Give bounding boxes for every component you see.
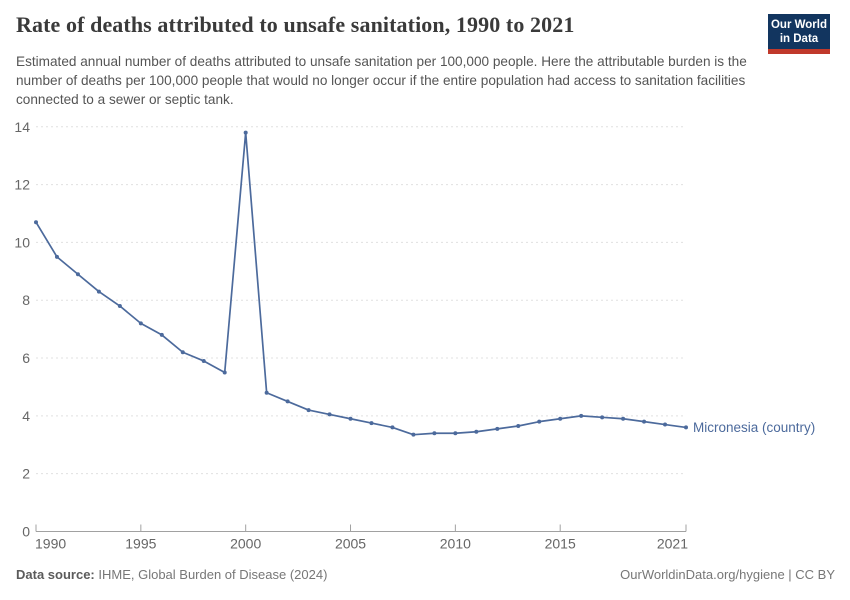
x-tick-label: 1995 [125, 536, 156, 552]
chart-footer: Data source: IHME, Global Burden of Dise… [16, 567, 835, 582]
data-point [621, 416, 626, 421]
logo-text-line2: in Data [779, 32, 819, 45]
data-point [96, 289, 101, 294]
data-point [180, 350, 185, 355]
data-source-label: Data source: [16, 567, 95, 582]
data-point [201, 358, 206, 363]
data-point [453, 431, 458, 436]
data-point [663, 422, 668, 427]
y-tick-label: 14 [14, 119, 30, 135]
x-tick-label: 2015 [545, 536, 576, 552]
data-source-note: Data source: IHME, Global Burden of Dise… [16, 567, 327, 582]
x-tick-label: 2021 [657, 536, 688, 552]
data-point [306, 408, 311, 413]
data-point [348, 416, 353, 421]
data-point [222, 370, 227, 375]
chart-subtitle: Estimated annual number of deaths attrib… [16, 54, 747, 107]
x-tick-label: 1990 [35, 536, 66, 552]
data-point [516, 423, 521, 428]
data-point [558, 416, 563, 421]
y-tick-label: 6 [22, 350, 30, 366]
x-tick-label: 2005 [335, 536, 366, 552]
data-source-text: IHME, Global Burden of Disease (2024) [94, 567, 328, 582]
data-point [34, 220, 38, 225]
series-label: Micronesia (country) [693, 420, 815, 435]
data-point [411, 432, 416, 437]
x-tick-label: 2000 [230, 536, 261, 552]
data-point [495, 426, 500, 431]
page-title: Rate of deaths attributed to unsafe sani… [16, 12, 575, 37]
data-point [369, 421, 374, 426]
data-point [327, 412, 332, 417]
data-point [138, 321, 143, 326]
y-tick-label: 10 [14, 234, 30, 250]
data-point [243, 130, 248, 135]
logo-text-line1: Our World [770, 19, 827, 31]
y-tick-label: 12 [14, 177, 30, 193]
data-point [54, 254, 59, 259]
data-point [285, 399, 290, 404]
data-point [684, 425, 688, 430]
data-point [264, 390, 269, 395]
y-tick-label: 8 [22, 292, 30, 308]
data-point [474, 429, 479, 434]
footer-url-license[interactable]: OurWorldinData.org/hygiene | CC BY [620, 567, 835, 582]
data-point [537, 419, 542, 424]
data-point [579, 413, 584, 418]
y-tick-label: 0 [22, 524, 30, 540]
data-point [600, 415, 605, 420]
y-tick-label: 2 [22, 466, 30, 482]
data-point [75, 272, 80, 277]
x-tick-label: 2010 [440, 536, 471, 552]
data-line [35, 131, 687, 436]
owid-logo[interactable]: Our World in Data [768, 14, 830, 54]
data-point [432, 431, 437, 436]
data-point [159, 332, 164, 337]
data-point [390, 425, 395, 430]
data-point [642, 419, 647, 424]
data-point [117, 304, 122, 309]
y-tick-label: 4 [22, 408, 30, 424]
